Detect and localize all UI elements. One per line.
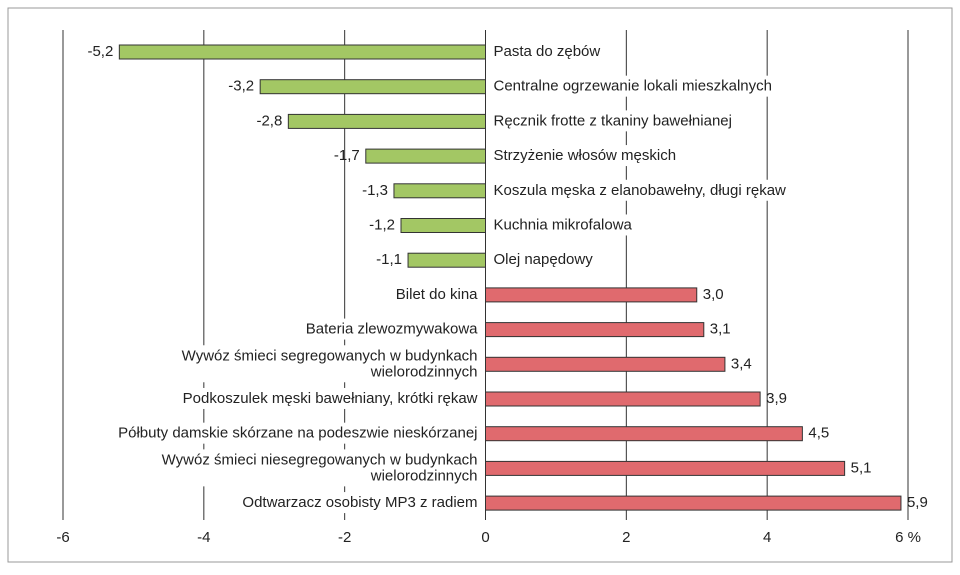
label-mask — [489, 214, 637, 236]
label-mask — [489, 110, 736, 132]
bar — [485, 322, 705, 338]
x-tick-label: -2 — [338, 529, 351, 546]
bar — [259, 79, 486, 95]
value-label: -5,2 — [87, 43, 113, 60]
label-mask — [157, 449, 482, 487]
label-mask — [301, 318, 483, 340]
value-label: 5,1 — [851, 459, 872, 476]
bar — [485, 287, 698, 303]
x-tick-label: 4 — [763, 529, 771, 546]
value-label: -1,1 — [376, 251, 402, 268]
label-mask — [489, 179, 791, 201]
label-mask — [489, 75, 776, 97]
value-label: 3,9 — [766, 390, 787, 407]
category-label: Koszula męska z elanobawełny, długi ręka… — [494, 182, 787, 199]
category-label: Olej napędowy — [494, 251, 594, 268]
bar — [365, 148, 486, 164]
label-mask — [177, 345, 482, 383]
category-label: Centralne ogrzewanie lokali mieszkalnych — [494, 78, 772, 95]
value-label: 4,5 — [808, 425, 829, 442]
bar — [485, 391, 761, 407]
category-label: Bateria zlewozmywakowa — [306, 321, 478, 338]
label-mask — [489, 145, 681, 167]
value-label: -2,8 — [256, 112, 282, 129]
bar — [407, 252, 486, 268]
bar — [485, 426, 803, 442]
category-label: Odtwarzacz osobisty MP3 z radiem — [242, 494, 477, 511]
category-label: Wywóz śmieci segregowanych w budynkach wi… — [182, 347, 478, 380]
label-mask — [114, 422, 482, 444]
bar — [393, 183, 487, 199]
category-label: Pasta do zębów — [494, 43, 601, 60]
x-tick-label: 6 % — [895, 529, 921, 546]
label-mask — [391, 283, 483, 305]
label-mask — [489, 249, 598, 271]
bar — [118, 44, 486, 60]
bar — [485, 460, 846, 476]
value-label: -1,7 — [334, 147, 360, 164]
value-label: 3,1 — [710, 321, 731, 338]
value-label: 5,9 — [907, 494, 928, 511]
x-tick-label: -6 — [56, 529, 69, 546]
category-label: Ręcznik frotte z tkaniny bawełnianej — [494, 112, 732, 129]
value-label: -1,2 — [369, 216, 395, 233]
x-tick-label: -4 — [197, 529, 210, 546]
x-tick-label: 2 — [622, 529, 630, 546]
bar — [485, 356, 726, 372]
bar — [485, 495, 902, 511]
value-label: 3,4 — [731, 355, 752, 372]
category-label: Strzyżenie włosów męskich — [494, 147, 677, 164]
category-label: Bilet do kina — [396, 286, 478, 303]
label-mask — [489, 40, 605, 62]
value-label: 3,0 — [703, 286, 724, 303]
value-label: -1,3 — [362, 182, 388, 199]
category-label: Półbuty damskie skórzane na podeszwie ni… — [118, 425, 477, 442]
category-label: Podkoszulek męski bawełniany, krótki ręk… — [183, 390, 478, 407]
bar — [400, 218, 486, 233]
x-tick-label: 0 — [481, 529, 489, 546]
value-label: -3,2 — [228, 78, 254, 95]
category-label: Wywóz śmieci niesegregowanych w budynkac… — [162, 451, 478, 484]
bar — [287, 113, 487, 129]
label-mask — [178, 387, 482, 409]
category-label: Kuchnia mikrofalowa — [494, 216, 633, 233]
label-mask — [238, 492, 482, 514]
